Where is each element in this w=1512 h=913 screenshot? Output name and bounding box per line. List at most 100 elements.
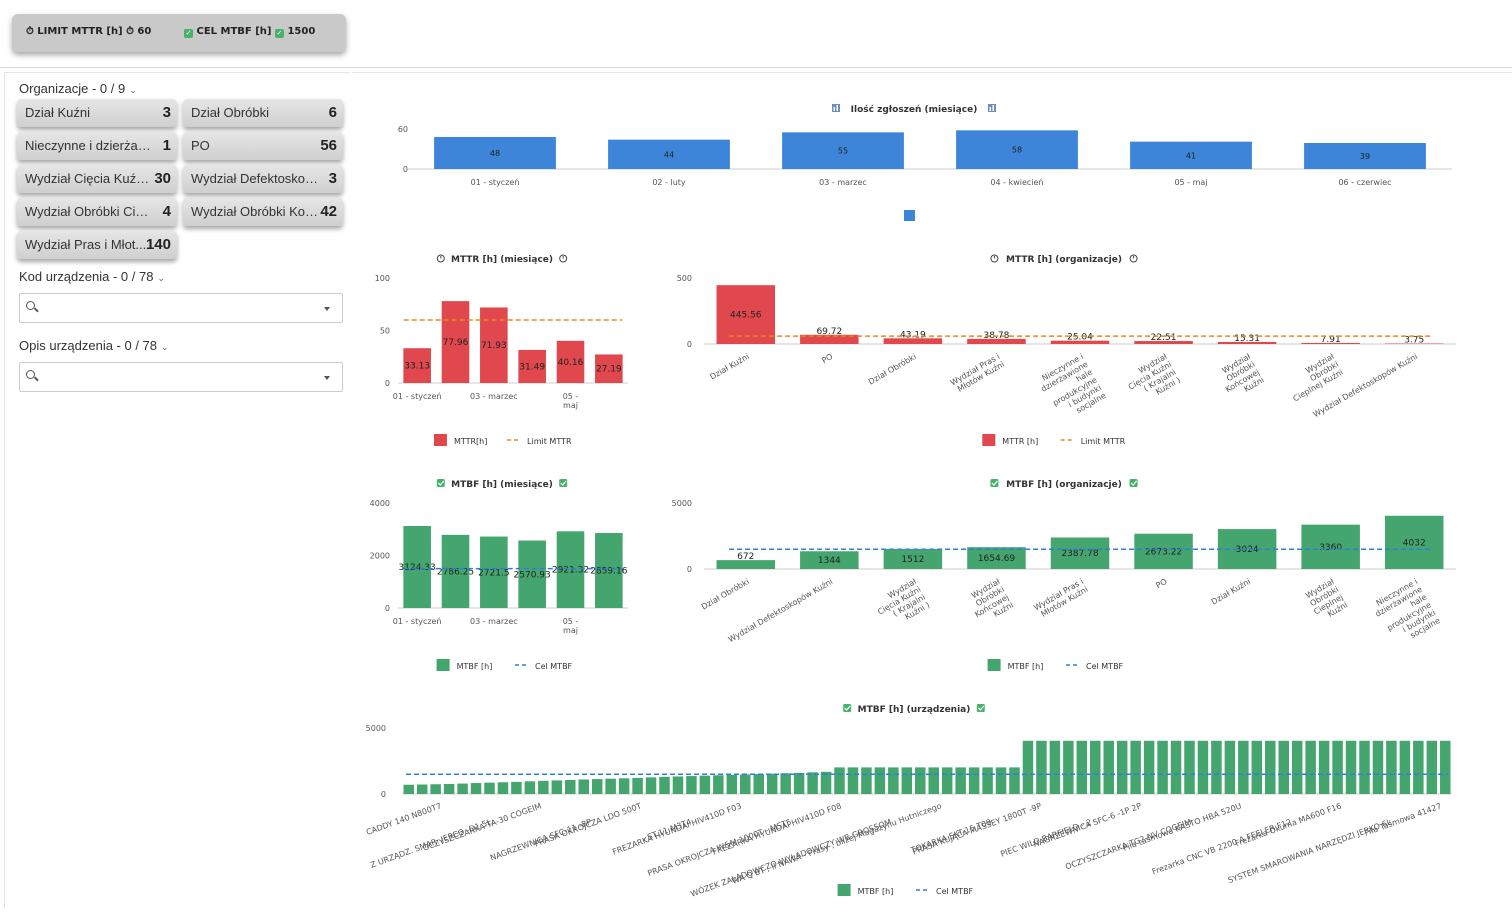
organization-tile[interactable]: Wydział Pras i Młot...140 [17,231,177,259]
reports-bar-value: 41 [1186,151,1196,160]
mtbf-devices-bar [875,767,886,794]
mtbf-devices-bar [403,785,414,794]
mttr-orgs-title: MTTR [h] (organizacje) [1006,255,1122,265]
mtbf-devices-bar [646,777,657,794]
mttr-months-bar-value: 33.13 [404,362,430,372]
top-bar: ⏱ LIMIT MTTR [h] ⏱ 60 ✓ CEL MTBF [h] ✓ 1… [0,0,1512,68]
mtbf-orgs-x-tick: WydziałObróbkiCieplnejKuźni [1303,577,1350,625]
mtbf-orgs-y-tick: 5000 [672,499,692,508]
mttr-orgs-x-tick: Dział Obróbki [866,351,917,386]
mtbf-devices-bar [552,780,563,794]
mtbf-months-legend-label: Cel MTBF [535,662,573,671]
organization-tile[interactable]: Wydział Defektoskopó...3 [183,165,343,193]
mtbf-devices-bar [821,772,832,794]
mtbf-devices-bar [1211,741,1222,794]
device-desc-filter-title[interactable]: Opis urządzenia - 0 / 78⌄ [19,338,169,353]
mtbf-devices-bar [780,773,791,794]
mtbf-devices-bar [457,784,468,794]
device-code-search[interactable] [19,293,343,323]
mttr-orgs-bar-value: 69.72 [816,327,842,337]
mtbf-orgs-legend-label: Cel MTBF [1086,662,1124,671]
organization-name: Nieczynne i dzierżawio... [25,138,153,153]
mttr-orgs-bar-value: 22.51 [1151,333,1177,343]
device-desc-search-input[interactable] [44,367,314,387]
organizations-filter-title[interactable]: Organizacje - 0 / 9⌄ [19,81,137,96]
mttr-orgs-x-tick-line: Dział Kuźni [708,352,750,382]
mtbf-devices-bar [942,767,953,794]
mtbf-orgs-bar-value: 1344 [818,556,841,566]
mtbf-devices-bar [1184,741,1195,794]
organization-tile[interactable]: Wydział Obróbki Ciepln...4 [17,198,177,226]
mtbf-devices-legend-label: Cel MTBF [936,887,974,896]
mtbf-devices-bar [1278,741,1289,794]
mtbf-devices-bar [430,784,441,794]
mtbf-devices-legend: MTBF [h] Cel MTBF [838,884,974,896]
mtbf-devices-title: MTBF [h] (urządzenia) [858,705,971,715]
mtbf-orgs-title-group: MTBF [h] (organizacje) [990,479,1137,490]
mtbf-orgs-x-tick: Nieczynne idzierżawionehaleprodukcyjnei … [1369,577,1442,650]
mtbf-devices-bar [969,767,980,794]
dropdown-arrow-icon[interactable] [324,307,330,311]
mtbf-devices-legend-swatch [838,884,851,896]
organization-tile[interactable]: Nieczynne i dzierżawio...1 [17,132,177,160]
mttr-orgs-bar-value: 15.31 [1234,334,1260,344]
reports-y-tick: 0 [403,165,408,174]
cel-mtbf-value: 1500 [287,26,315,37]
mtbf-months-bar-value: 2721.5 [478,568,510,578]
mtbf-months-y-tick: 0 [385,604,390,613]
check-icon [977,704,985,712]
mttr-months-legend-label: Limit MTTR [527,437,572,446]
mttr-orgs-x-tick-line: PO [820,352,834,365]
device-code-filter-title[interactable]: Kod urządzenia - 0 / 78⌄ [19,269,165,284]
organization-tile[interactable]: Wydział Obróbki Koń...42 [183,198,343,226]
mttr-months-bar-value: 31.49 [519,362,545,372]
mtbf-orgs-bar-value: 1512 [901,555,924,565]
mtbf-months-title: MTBF [h] (miesiące) [451,480,553,490]
mttr-months-title: MTTR [h] (miesiące) [451,255,553,265]
mtbf-months-x-tick: maj [563,626,578,635]
mttr-months-legend: MTTR[h]Limit MTTR [434,434,572,446]
organization-count: 30 [154,170,171,187]
mtbf-orgs-bar-value: 672 [737,552,754,562]
mttr-orgs-x-tick-line: Dział Obróbki [866,351,917,386]
mttr-orgs-bar-value: 3.75 [1404,336,1424,346]
mtbf-devices-bar [1144,741,1155,794]
device-desc-search[interactable] [19,362,343,392]
bar-chart-icon [988,104,996,112]
check-icon [437,479,445,487]
mtbf-orgs-title: MTBF [h] (organizacje) [1006,480,1122,490]
mtbf-orgs-legend: MTBF [h]Cel MTBF [988,659,1124,671]
mttr-months-x-tick: 03 - marzec [470,392,518,401]
mtbf-devices-bar [444,784,455,794]
mtbf-months-title-group: MTBF [h] (miesiące) [437,479,567,490]
mtbf-devices-bar [659,777,670,794]
organization-count: 3 [329,170,337,187]
organization-tile[interactable]: Wydział Cięcia Kuźni (...30 [17,165,177,193]
stopwatch-icon: ⏱ [26,26,34,37]
mtbf-orgs-bar-value: 1654.69 [978,554,1015,564]
mtbf-devices-bar [996,767,1007,794]
reports-legend-swatch [904,210,915,221]
mtbf-devices-bar [1130,741,1141,794]
mtbf-months-y-tick: 2000 [370,552,390,561]
mtbf-devices-bar [498,782,509,794]
mtbf-devices-bar [538,781,549,794]
reports-title: Ilość zgłoszeń (miesiące) [851,104,978,115]
mtbf-devices-bar [1413,741,1424,794]
mtbf-devices-bar [484,783,495,794]
device-code-search-input[interactable] [44,298,314,318]
mtbf-devices-x-tick: PRASA OKROJCZA LDO 500T [533,801,643,848]
mttr-months-legend-swatch [434,434,447,446]
mtbf-devices-bar [1117,741,1128,794]
mttr-orgs-x-tick: Wydział Pras iMłotów Kuźni [949,352,1006,395]
mtbf-devices-legend-label: MTBF [h] [858,887,894,896]
mtbf-devices-bar [861,767,872,794]
mtbf-devices-bar [1077,741,1088,794]
mtbf-orgs-x-tick-line: Dział Obróbki [699,576,750,611]
dropdown-arrow-icon[interactable] [324,376,330,380]
